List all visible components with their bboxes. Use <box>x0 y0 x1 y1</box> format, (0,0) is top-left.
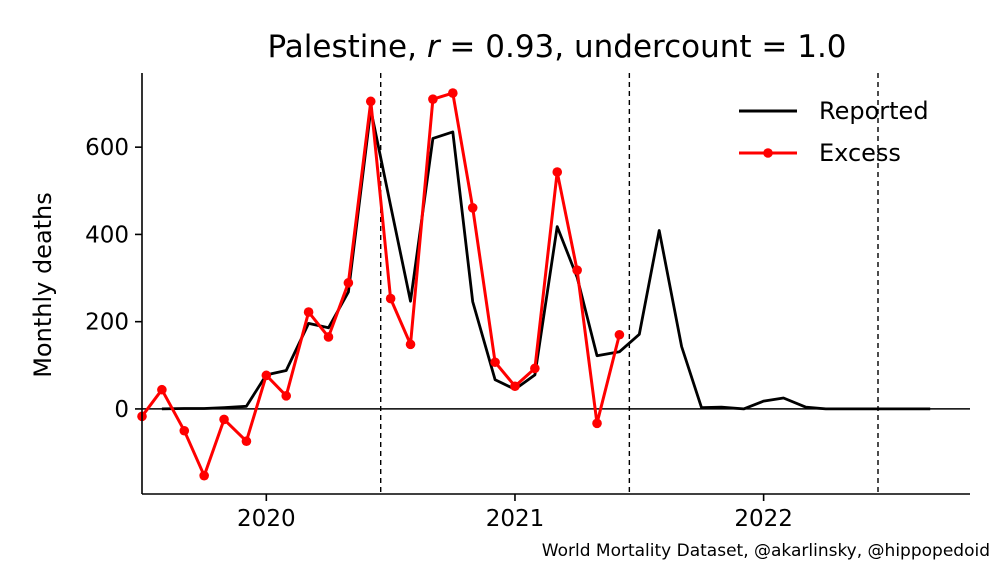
series-point-excess <box>428 94 438 104</box>
chart-title: Palestine, r = 0.93, undercount = 1.0 <box>267 29 846 65</box>
vertical-reference-lines <box>380 73 879 494</box>
y-tick-label: 400 <box>85 222 129 248</box>
series-point-excess <box>572 265 582 275</box>
series-point-excess <box>303 307 314 317</box>
series-point-excess <box>179 425 190 436</box>
series-point-excess <box>365 96 376 107</box>
y-axis-ticks: 0 200 400 600 <box>85 135 142 423</box>
y-tick-label: 600 <box>85 135 129 161</box>
x-tick-label: 2021 <box>486 506 545 532</box>
x-axis-ticks: 2020 2021 2022 <box>237 494 793 532</box>
series-layer <box>137 88 931 481</box>
series-point-excess <box>530 363 540 374</box>
series-point-excess <box>614 329 625 340</box>
legend-label-reported: Reported <box>819 97 929 125</box>
legend-label-excess: Excess <box>819 139 901 167</box>
series-point-excess <box>219 414 229 425</box>
footer-credit: World Mortality Dataset, @akarlinsky, @h… <box>542 541 990 561</box>
x-tick-label: 2022 <box>734 506 793 532</box>
series-point-excess <box>490 357 500 368</box>
series-point-excess <box>448 88 458 98</box>
x-tick-label: 2020 <box>237 506 296 532</box>
series-point-excess <box>157 384 167 395</box>
series-line-reported <box>161 108 931 411</box>
legend: Reported Excess <box>739 97 929 167</box>
legend-marker-excess <box>763 148 773 158</box>
series-point-excess <box>323 332 334 342</box>
y-axis-label: Monthly deaths <box>29 192 57 378</box>
series-point-excess <box>405 339 416 350</box>
y-tick-label: 200 <box>85 310 129 336</box>
y-tick-label: 0 <box>114 397 129 423</box>
series-point-excess <box>385 293 396 304</box>
series-point-excess <box>261 370 272 381</box>
series-point-excess <box>510 381 520 392</box>
series-point-excess <box>552 167 563 177</box>
series-point-excess <box>343 278 354 288</box>
series-line-excess <box>140 91 621 478</box>
series-point-excess <box>241 436 252 447</box>
series-point-excess <box>467 203 478 213</box>
series-point-excess <box>199 470 209 481</box>
series-point-excess <box>281 391 292 401</box>
series-point-excess <box>592 418 602 429</box>
